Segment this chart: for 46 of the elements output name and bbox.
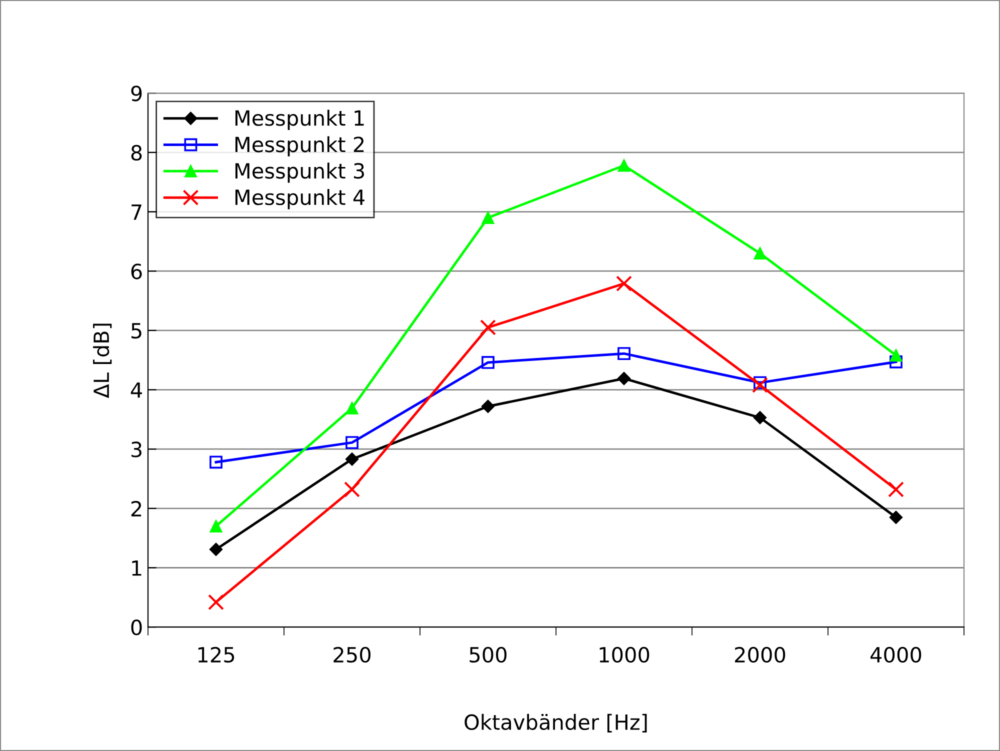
y-tick-label: 9 (131, 86, 142, 102)
x-axis-title: Oktavbänder [Hz] (464, 714, 647, 732)
point (616, 276, 632, 292)
y-tick-label: 7 (132, 204, 142, 220)
point (346, 436, 358, 450)
y-axis-title: ΔL [dB] (93, 324, 112, 398)
y-tick-label: 6 (131, 264, 142, 280)
x-tick-label: 2000 (735, 646, 786, 663)
x-tick-label: 4000 (870, 646, 922, 663)
y-tick-label: 4 (130, 382, 142, 398)
point (618, 159, 630, 172)
point (208, 594, 224, 610)
x-tick-label: 125 (198, 646, 234, 663)
legend-label: Messpunkt 4 (235, 189, 364, 210)
y-tick-label: 2 (131, 500, 142, 516)
point (889, 510, 903, 524)
y-tick-label: 8 (131, 144, 142, 161)
legend-label: Messpunkt 1 (235, 110, 364, 130)
point (754, 247, 766, 260)
point (618, 347, 630, 360)
y-tick-label: 0 (131, 620, 142, 636)
x-tick-label: 1000 (600, 646, 650, 663)
y-tick-label: 1 (132, 560, 142, 576)
point (210, 456, 222, 469)
point (890, 349, 902, 362)
legend-label: Messpunkt 2 (235, 136, 364, 156)
point (888, 481, 904, 498)
point (346, 402, 358, 414)
point (753, 411, 767, 424)
point (344, 481, 360, 498)
point (890, 355, 902, 368)
x-tick-label: 500 (470, 646, 506, 663)
point (345, 452, 359, 466)
legend-label: Messpunkt 3 (235, 162, 364, 183)
point (752, 377, 768, 394)
point (481, 400, 495, 413)
point (209, 542, 223, 556)
point (617, 372, 631, 386)
point (482, 211, 494, 224)
point (482, 356, 494, 369)
y-tick-label: 3 (131, 442, 142, 458)
y-tick-label: 5 (131, 323, 142, 339)
x-tick-label: 250 (334, 646, 370, 663)
point (480, 319, 496, 336)
point (754, 376, 766, 390)
point (210, 520, 222, 532)
